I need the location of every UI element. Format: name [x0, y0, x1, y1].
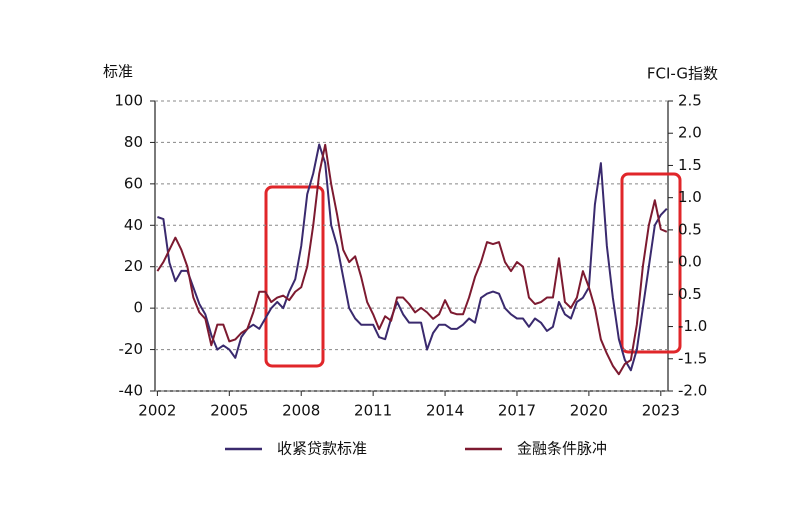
y2-tick-label: -1.5	[678, 349, 707, 367]
x-tick-label: 2017	[498, 402, 536, 420]
y2-tick-label: 1.0	[678, 188, 702, 206]
legend-label: 收紧贷款标准	[277, 440, 367, 458]
x-tick-label: 2014	[426, 402, 464, 420]
y2-tick-label: -2.0	[678, 382, 707, 400]
x-tick-label: 2005	[210, 402, 248, 420]
y2-tick-label: 1.5	[678, 156, 702, 174]
y-tick-label: -40	[119, 382, 144, 400]
series-line	[157, 143, 668, 372]
y-tick-label: 20	[124, 257, 143, 275]
highlight-box	[264, 185, 325, 368]
y2-tick-label: 0.5	[678, 285, 702, 303]
y-tick-label: 80	[124, 133, 143, 151]
y-tick-label: 40	[124, 216, 143, 234]
series-line	[156, 143, 668, 376]
x-tick-label: 2011	[354, 402, 392, 420]
y2-axis-label: FCI-G指数	[647, 65, 718, 83]
y2-tick-label: 2.0	[678, 124, 702, 142]
x-tick-label: 2023	[642, 402, 680, 420]
y2-tick-label: 0.0	[678, 253, 702, 271]
x-tick-label: 2008	[282, 402, 320, 420]
x-tick-label: 2002	[138, 402, 176, 420]
y2-tick-label: 0.5	[678, 220, 702, 238]
highlight-box	[620, 172, 682, 354]
y-tick-label: 0	[133, 299, 143, 317]
y2-tick-label: 2.5	[678, 92, 702, 110]
legend-label: 金融条件脉冲	[517, 440, 607, 458]
x-tick-label: 2020	[570, 402, 608, 420]
y-tick-label: 60	[124, 174, 143, 192]
y-tick-label: 100	[114, 92, 143, 110]
y2-tick-label: -1.0	[678, 317, 707, 335]
y-axis-label: 标准	[103, 63, 133, 81]
y-tick-label: -20	[119, 340, 144, 358]
